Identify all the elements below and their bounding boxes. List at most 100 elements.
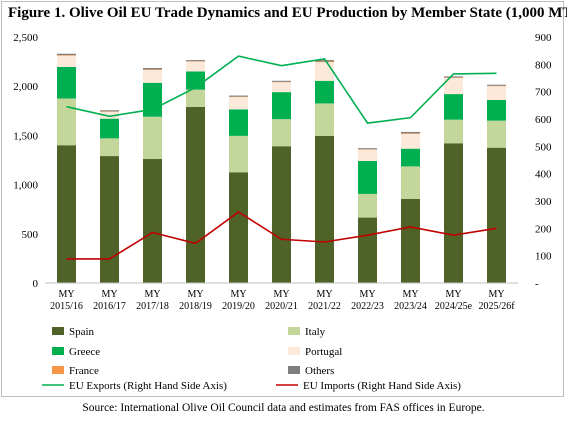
bar-segment-spain <box>487 147 506 283</box>
bar-segment-greece <box>358 160 377 194</box>
bar-segment-portugal <box>401 133 420 149</box>
bar-segment-spain <box>143 159 162 283</box>
y-left-tick-label: 1,500 <box>13 130 38 142</box>
line-series-eu-imports <box>66 210 497 260</box>
x-tick-label-line2: 2019/20 <box>222 301 255 312</box>
bar-segment-italy <box>229 135 248 173</box>
y-left-tick-label: 1,000 <box>13 180 38 192</box>
bar-segment-portugal <box>487 86 506 100</box>
chart-title: Figure 1. Olive Oil EU Trade Dynamics an… <box>8 5 567 21</box>
bar-segment-spain <box>186 106 205 283</box>
y-right-tick-label: 100 <box>535 251 552 263</box>
bar-segment-others <box>272 80 291 82</box>
y-right-tick-label: 800 <box>535 59 552 71</box>
bar-segment-spain <box>272 146 291 283</box>
bar-segment-greece <box>229 109 248 136</box>
bar-segment-others <box>57 53 76 56</box>
y-right-tick-label: - <box>535 278 539 290</box>
bar-segment-italy <box>487 120 506 148</box>
y-right-tick-label: 900 <box>535 32 552 44</box>
bar-segment-italy <box>315 103 334 136</box>
x-tick-label-line1: MY <box>230 289 246 300</box>
bar-segment-italy <box>186 89 205 107</box>
bar-segment-italy <box>358 193 377 218</box>
bar-segment-spain <box>358 217 377 283</box>
y-right-tick-label: 200 <box>535 223 552 235</box>
bar-segment-portugal <box>272 82 291 93</box>
x-tick-label-line2: 2017/18 <box>136 301 169 312</box>
y-left-tick-label: 500 <box>22 229 39 241</box>
bar-segment-spain <box>315 135 334 283</box>
bar-segment-others <box>186 60 205 62</box>
chart-area: 0 500 1,000 1,500 2,000 2,500 - 100 200 300 400 500… <box>13 32 552 392</box>
x-tick-label-line2: 2020/21 <box>265 301 298 312</box>
figure-frame <box>1 1 564 397</box>
bar-segment-portugal <box>57 55 76 68</box>
y-right-tick-label: 700 <box>535 87 552 99</box>
bar-segment-spain <box>444 143 463 283</box>
x-tick-label-line1: MY <box>187 289 203 300</box>
legend-swatch-greece <box>52 347 64 355</box>
legend-label-italy: Italy <box>305 326 326 338</box>
bar-segment-portugal <box>229 97 248 110</box>
bar-segment-portugal <box>358 149 377 161</box>
legend-label-france: France <box>69 365 99 377</box>
y-right-tick-label: 500 <box>535 141 552 153</box>
bar-segment-greece <box>100 118 119 139</box>
bar-segment-others <box>401 131 420 134</box>
bar-segment-portugal <box>143 69 162 83</box>
legend-line-label: EU Imports (Right Hand Side Axis) <box>303 380 461 392</box>
x-tick-label-line2: 2023/24 <box>394 301 427 312</box>
legend-line-label: EU Exports (Right Hand Side Axis) <box>69 380 227 392</box>
legend-swatch-spain <box>52 327 64 335</box>
x-tick-label-line2: 2018/19 <box>179 301 212 312</box>
y-left-tick-label: 0 <box>33 278 39 290</box>
x-tick-label-line1: MY <box>273 289 289 300</box>
bar-segment-portugal <box>100 111 119 119</box>
bar-segment-spain <box>100 156 119 283</box>
bar-segment-others <box>444 76 463 78</box>
legend-swatch-france <box>52 366 64 374</box>
x-tick-label-line1: MY <box>402 289 418 300</box>
bar-segment-greece <box>401 148 420 167</box>
legend-swatch-others <box>288 366 300 374</box>
x-tick-label-line2: 2015/16 <box>50 301 83 312</box>
bar-segment-greece <box>315 80 334 104</box>
x-tick-label-line2: 2022/23 <box>351 301 384 312</box>
bar-segment-greece <box>487 99 506 121</box>
source-note: Source: International Olive Oil Council … <box>82 402 485 414</box>
bar-segment-portugal <box>186 61 205 72</box>
legend-label-others: Others <box>305 365 334 377</box>
line-series-eu-exports <box>66 55 497 124</box>
x-tick-label-line1: MY <box>359 289 375 300</box>
bar-segment-italy <box>100 138 119 157</box>
bar-segment-france <box>315 61 334 63</box>
x-tick-label-line2: 2025/26f <box>478 301 515 312</box>
y-right-tick-label: 300 <box>535 196 552 208</box>
legend-swatch-italy <box>288 327 300 335</box>
bar-segment-italy <box>272 119 291 147</box>
legend-label-portugal: Portugal <box>305 346 342 358</box>
bar-segment-others <box>143 67 162 70</box>
bar-segment-italy <box>57 98 76 146</box>
bar-segment-others <box>315 60 334 62</box>
x-tick-label-line2: 2016/17 <box>93 301 126 312</box>
bar-segment-others <box>229 95 248 97</box>
bar-segment-greece <box>57 67 76 99</box>
bar-segment-france <box>401 133 420 134</box>
y-right-tick-label: 400 <box>535 169 552 181</box>
x-tick-label-line2: 2021/22 <box>308 301 341 312</box>
x-tick-label-line1: MY <box>445 289 461 300</box>
x-tick-label-line2: 2024/25e <box>435 301 473 312</box>
legend-label-spain: Spain <box>69 326 95 338</box>
bar-segment-italy <box>143 116 162 160</box>
x-tick-label-line1: MY <box>144 289 160 300</box>
bar-segment-spain <box>57 145 76 283</box>
bar-segment-spain <box>401 198 420 283</box>
bar-segment-spain <box>229 172 248 283</box>
y-right-tick-label: 600 <box>535 114 552 126</box>
legend-label-greece: Greece <box>69 346 100 358</box>
bar-segment-others <box>358 148 377 150</box>
bar-segment-greece <box>444 94 463 120</box>
x-tick-label-line1: MY <box>58 289 74 300</box>
